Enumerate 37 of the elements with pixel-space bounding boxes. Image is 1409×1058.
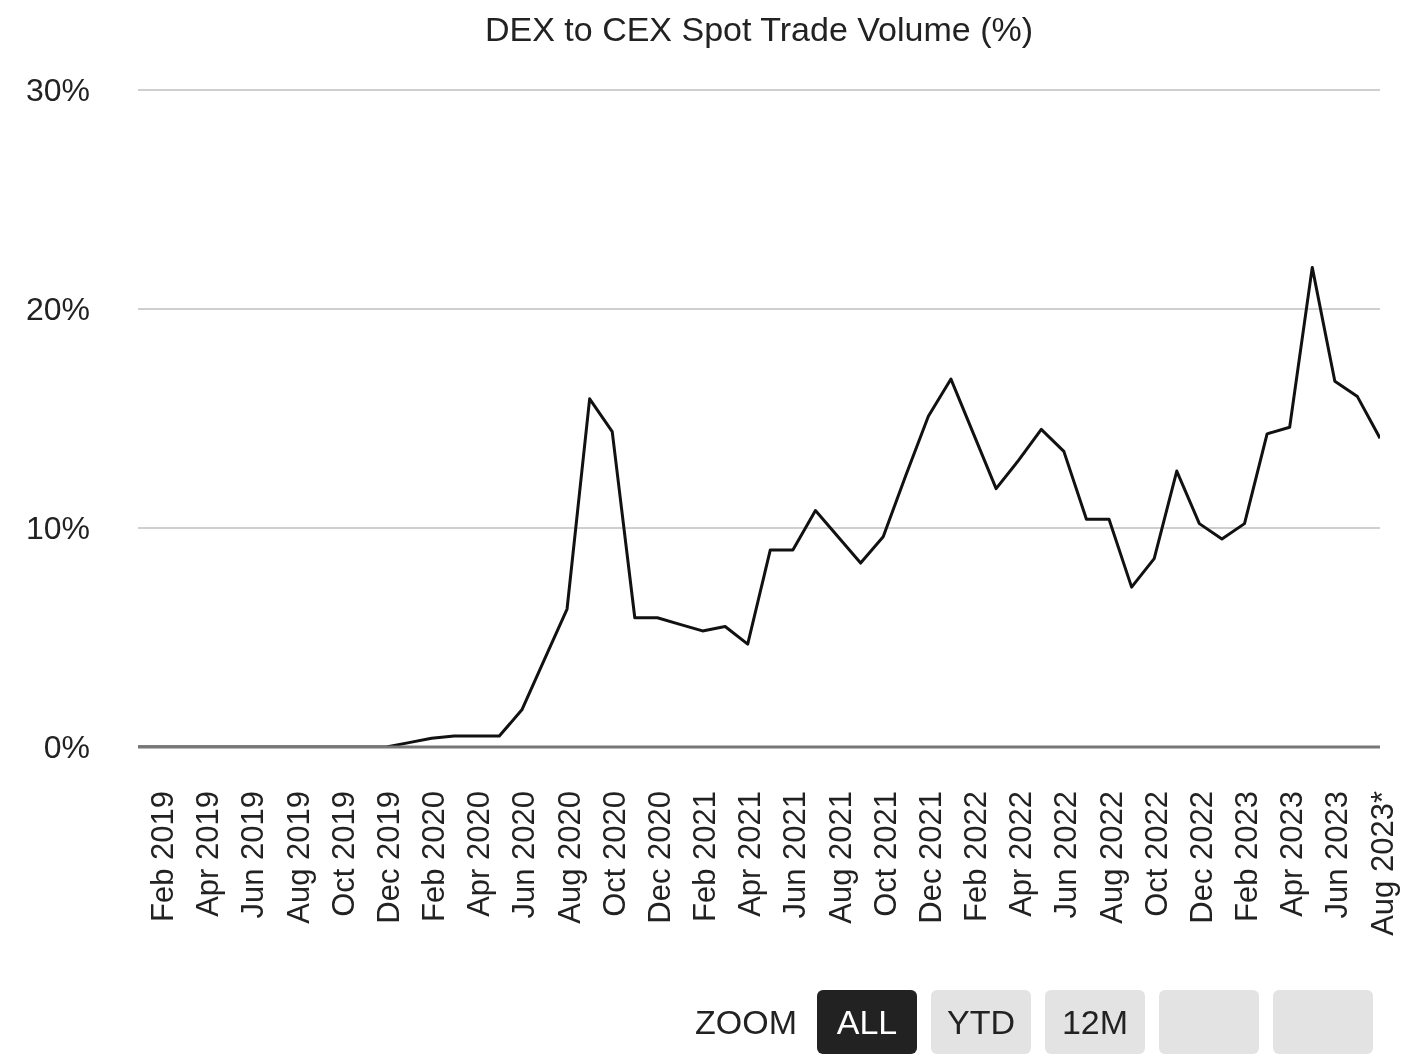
x-tick-label: Apr 2019 [190,791,226,917]
text: ZOOM [695,1002,797,1042]
text: YTD [930,990,1031,1054]
x-tick-label: Feb 2020 [416,791,452,922]
text: 12M [1044,990,1145,1054]
x-tick-label: Aug 2021 [822,791,858,924]
chart-title: DEX to CEX Spot Trade Volume (%) [484,10,1034,49]
x-tick-label: Aug 2020 [551,791,587,924]
x-tick-label: Dec 2019 [370,791,406,924]
y-tick-label: 0% [43,729,90,766]
x-tick-label: Dec 2022 [1183,791,1219,924]
x-tick-label: Feb 2023 [1229,791,1265,922]
x-tick-label: Oct 2020 [596,791,632,917]
x-tick-label: Feb 2019 [145,791,181,922]
x-tick-label: Jun 2019 [235,791,271,919]
x-tick-label: Apr 2021 [732,791,768,917]
x-tick-label: Dec 2020 [641,791,677,924]
text: ALL [816,990,917,1054]
x-tick-label: Jun 2021 [777,791,813,919]
y-tick-label: 30% [25,72,90,109]
x-tick-label: Jun 2022 [1048,791,1084,919]
x-tick-label: Aug 2022 [1093,791,1129,924]
x-tick-label: Apr 2023 [1274,791,1310,917]
x-tick-label: Jun 2020 [506,791,542,919]
x-tick-label: Aug 2019 [280,791,316,924]
x-tick-label: Oct 2019 [325,791,361,917]
y-tick-label: 20% [25,291,90,328]
x-tick-label: Apr 2020 [461,791,497,917]
x-tick-label: Feb 2021 [687,791,723,922]
x-tick-label: Apr 2022 [1003,791,1039,917]
x-tick-label: Oct 2022 [1138,791,1174,917]
x-tick-label: Aug 2023* [1364,791,1400,936]
y-tick-label: 10% [25,510,90,547]
x-tick-label: Feb 2022 [958,791,994,922]
x-tick-label: Oct 2021 [867,791,903,917]
x-tick-label: Dec 2021 [912,791,948,924]
x-tick-label: Jun 2023 [1319,791,1355,919]
